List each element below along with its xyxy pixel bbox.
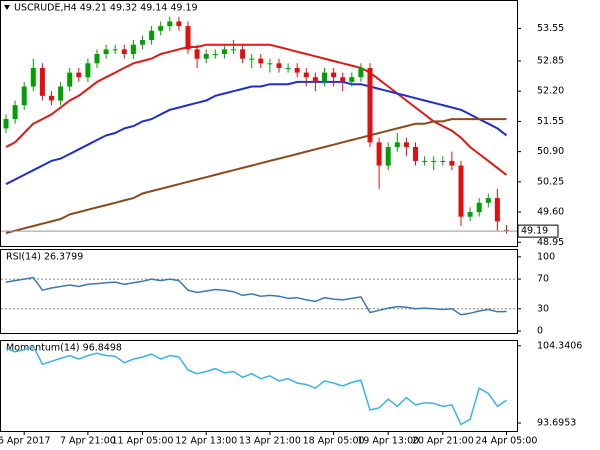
y-tick-label: 50.90 (537, 146, 564, 157)
candle-body (30, 67, 36, 87)
moving-average (5, 118, 507, 234)
candle-body (194, 49, 200, 59)
candle-body (476, 202, 482, 213)
candle-body (149, 30, 155, 41)
candle-body (312, 77, 318, 82)
momentum-title: Momentum(14) 96.8498 (6, 343, 122, 354)
x-tick-label: 11 Apr 05:00 (112, 436, 174, 447)
y-tick-label: 93.6953 (537, 418, 576, 429)
candle-body (249, 58, 255, 60)
candle-body (340, 77, 346, 82)
rsi-title: RSI(14) 26.3799 (6, 252, 83, 263)
candle-body (85, 63, 91, 78)
y-tick-label: 70 (537, 274, 549, 285)
last-price-label: 49.19 (521, 226, 548, 237)
candle-body (121, 49, 127, 54)
candle-body (376, 142, 382, 166)
candle-body (58, 86, 64, 101)
x-tick-label: 24 Apr 05:00 (476, 436, 538, 447)
candle-body (422, 160, 428, 162)
candle-body (12, 105, 18, 120)
y-tick-label: 30 (537, 303, 549, 314)
candle-body (49, 95, 54, 101)
candle-body (231, 49, 236, 51)
candle-body (103, 49, 109, 54)
candle-body (240, 49, 246, 59)
candle-body (21, 86, 27, 106)
last-price-box (517, 224, 559, 238)
x-tick-label: 19 Apr 13:00 (357, 436, 419, 447)
candle-body (367, 67, 373, 143)
x-tick-label: 13 Apr 21:00 (239, 436, 301, 447)
y-tick-label: 53.55 (537, 23, 564, 34)
y-tick-label: 0 (537, 326, 543, 337)
x-tick-label: 12 Apr 13:00 (175, 436, 237, 447)
indicator-line (5, 345, 507, 426)
moving-average (5, 43, 508, 176)
x-tick-label: 18 Apr 05:00 (303, 436, 365, 447)
indicator-line (5, 276, 507, 316)
candle-body (221, 49, 227, 54)
candle-body (331, 72, 337, 78)
price-panel-frame (0, 0, 518, 247)
y-tick-label: 51.55 (537, 116, 564, 127)
candle-body (267, 63, 273, 65)
candle-body (3, 119, 9, 129)
candle-body (158, 26, 164, 31)
candle-body (440, 160, 446, 162)
candle-body (203, 53, 209, 59)
momentum-panel-frame (0, 340, 518, 432)
candle-body (67, 72, 73, 87)
candle-body (413, 146, 418, 161)
candle-body (385, 146, 391, 166)
y-tick-label: 104.3406 (537, 340, 582, 351)
candle-body (167, 21, 173, 27)
y-tick-label: 50.25 (537, 176, 564, 187)
candle-body (130, 44, 136, 54)
candle-body (449, 160, 455, 166)
candle-body (39, 67, 45, 96)
candle-body (76, 72, 82, 78)
candle-body (285, 67, 291, 69)
x-tick-label: 20 Apr 21:00 (412, 436, 474, 447)
y-tick-label: 100 (537, 251, 555, 262)
candle-body (185, 26, 191, 50)
y-tick-label: 49.60 (537, 207, 564, 218)
candle-body (294, 67, 300, 73)
y-tick-label: 52.85 (537, 55, 564, 66)
candle-body (358, 67, 364, 78)
candle-body (212, 53, 218, 55)
y-tick-label: 48.95 (537, 237, 564, 248)
candle-body (276, 63, 282, 68)
candle-body (431, 160, 437, 162)
candle-body (112, 49, 118, 51)
candle-body (485, 198, 491, 203)
x-tick-label: 6 Apr 2017 (0, 436, 51, 447)
y-tick-label: 52.20 (537, 86, 564, 97)
moving-average (5, 80, 508, 186)
candle-body (349, 77, 355, 82)
candle-body (258, 58, 264, 64)
symbol-icon (4, 5, 10, 10)
chart-title: USCRUDE,H4 49.21 49.32 49.14 49.19 (14, 3, 198, 14)
candle-body (140, 40, 145, 45)
rsi-panel-frame (0, 249, 518, 334)
candle-body (94, 53, 100, 64)
candle-body (303, 72, 309, 78)
x-tick-label: 7 Apr 21:00 (60, 436, 116, 447)
candle-body (176, 21, 182, 27)
candle-body (403, 142, 409, 147)
candle-body (467, 212, 473, 217)
candle-body (322, 72, 327, 82)
candle-body (458, 165, 464, 217)
candle-body (394, 142, 400, 147)
candle-body (494, 198, 500, 222)
